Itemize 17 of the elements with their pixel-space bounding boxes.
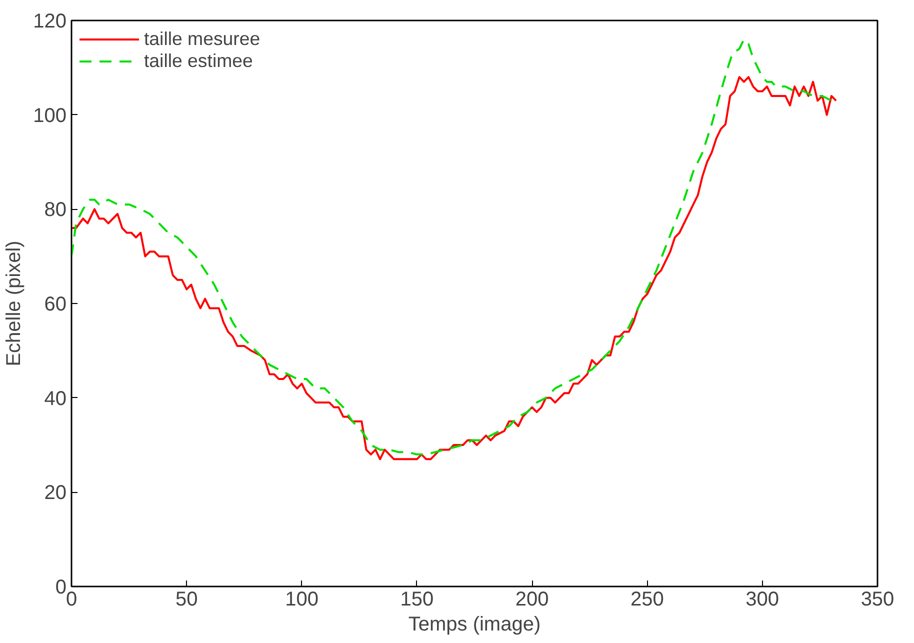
x-tick-label: 100 xyxy=(285,588,318,610)
y-axis-title: Echelle (pixel) xyxy=(3,240,26,366)
x-tick-label: 200 xyxy=(515,588,549,610)
x-tick-label: 300 xyxy=(746,588,780,610)
x-tick-label: 50 xyxy=(176,588,198,610)
y-tick-label: 60 xyxy=(44,294,67,316)
y-tick-label: 100 xyxy=(33,104,67,127)
y-tick-label: 20 xyxy=(44,482,67,504)
legend-label: taille mesuree xyxy=(144,28,260,50)
x-tick-label: 350 xyxy=(860,588,894,610)
x-tick-label: 150 xyxy=(400,588,434,610)
x-tick-label: 250 xyxy=(630,588,664,610)
x-axis-title: Temps (image) xyxy=(408,614,541,636)
y-tick-label: 40 xyxy=(44,388,67,410)
legend-label: taille estimee xyxy=(144,50,253,72)
y-tick-label: 80 xyxy=(44,199,67,222)
y-tick-label: 120 xyxy=(33,10,67,32)
